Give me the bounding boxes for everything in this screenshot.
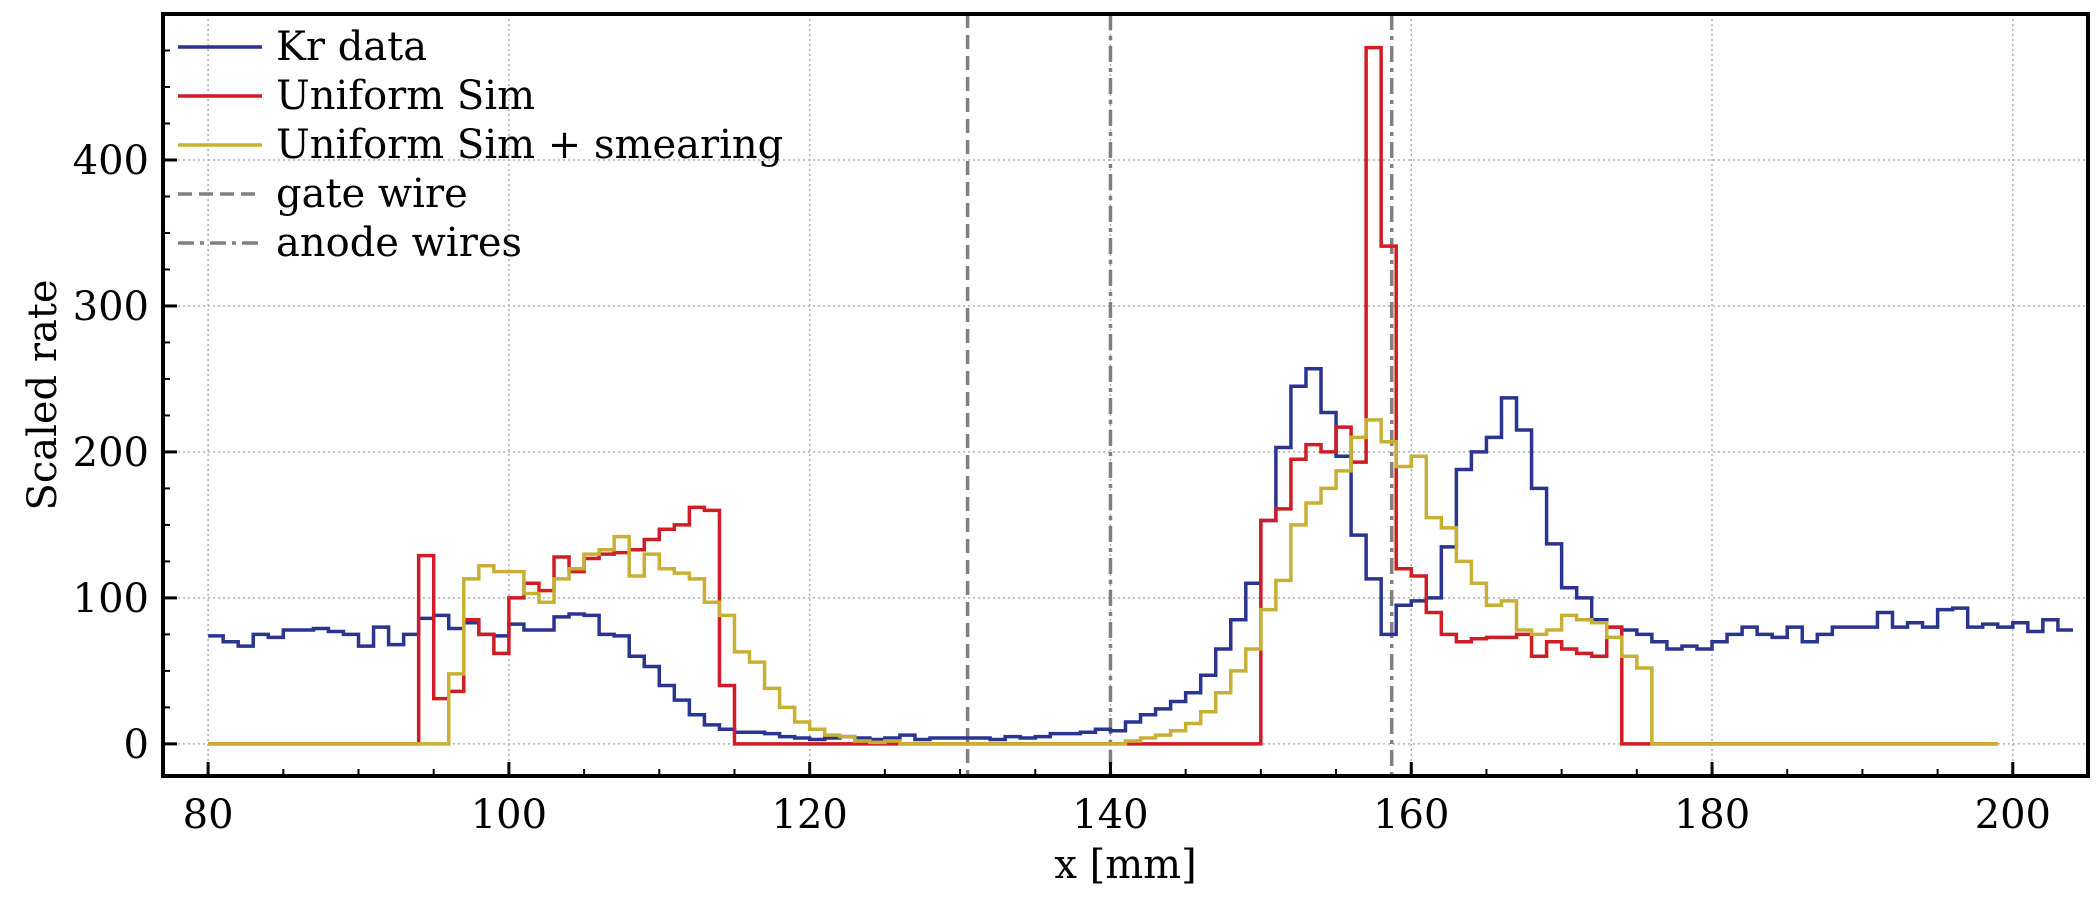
x-tick-label: 160: [1373, 792, 1449, 838]
plot-frame: [161, 12, 2090, 778]
x-tick-label: 100: [471, 792, 547, 838]
y-tick-label: 100: [73, 576, 149, 622]
y-tick-label: 0: [124, 722, 149, 768]
legend-label: Uniform Sim + smearing: [276, 122, 783, 168]
y-tick-label: 300: [73, 284, 149, 330]
legend-label: gate wire: [276, 171, 468, 217]
x-axis-label: x [mm]: [1054, 842, 1196, 888]
series-uniform-sim-smearing: [208, 418, 1998, 746]
x-tick-label: 180: [1674, 792, 1750, 838]
series-kr-data: [208, 366, 2073, 742]
legend-label: Kr data: [276, 24, 427, 70]
y-axis-ticks: 0 100 200 300 400: [73, 49, 177, 768]
y-axis-label: Scaled rate: [20, 279, 66, 510]
x-tick-label: 80: [183, 792, 234, 838]
wire-lines: [965, 14, 1394, 776]
x-tick-label: 120: [772, 792, 848, 838]
legend-label: Uniform Sim: [276, 73, 535, 119]
grid: [163, 14, 2088, 776]
series-lines: [208, 45, 2073, 746]
x-axis-ticks: 80 100 120 140 160 180 200: [183, 762, 2089, 838]
legend-label: anode wires: [276, 220, 522, 266]
x-tick-label: 200: [1975, 792, 2051, 838]
y-tick-label: 200: [73, 430, 149, 476]
x-tick-label: 140: [1072, 792, 1148, 838]
y-tick-label: 400: [73, 138, 149, 184]
